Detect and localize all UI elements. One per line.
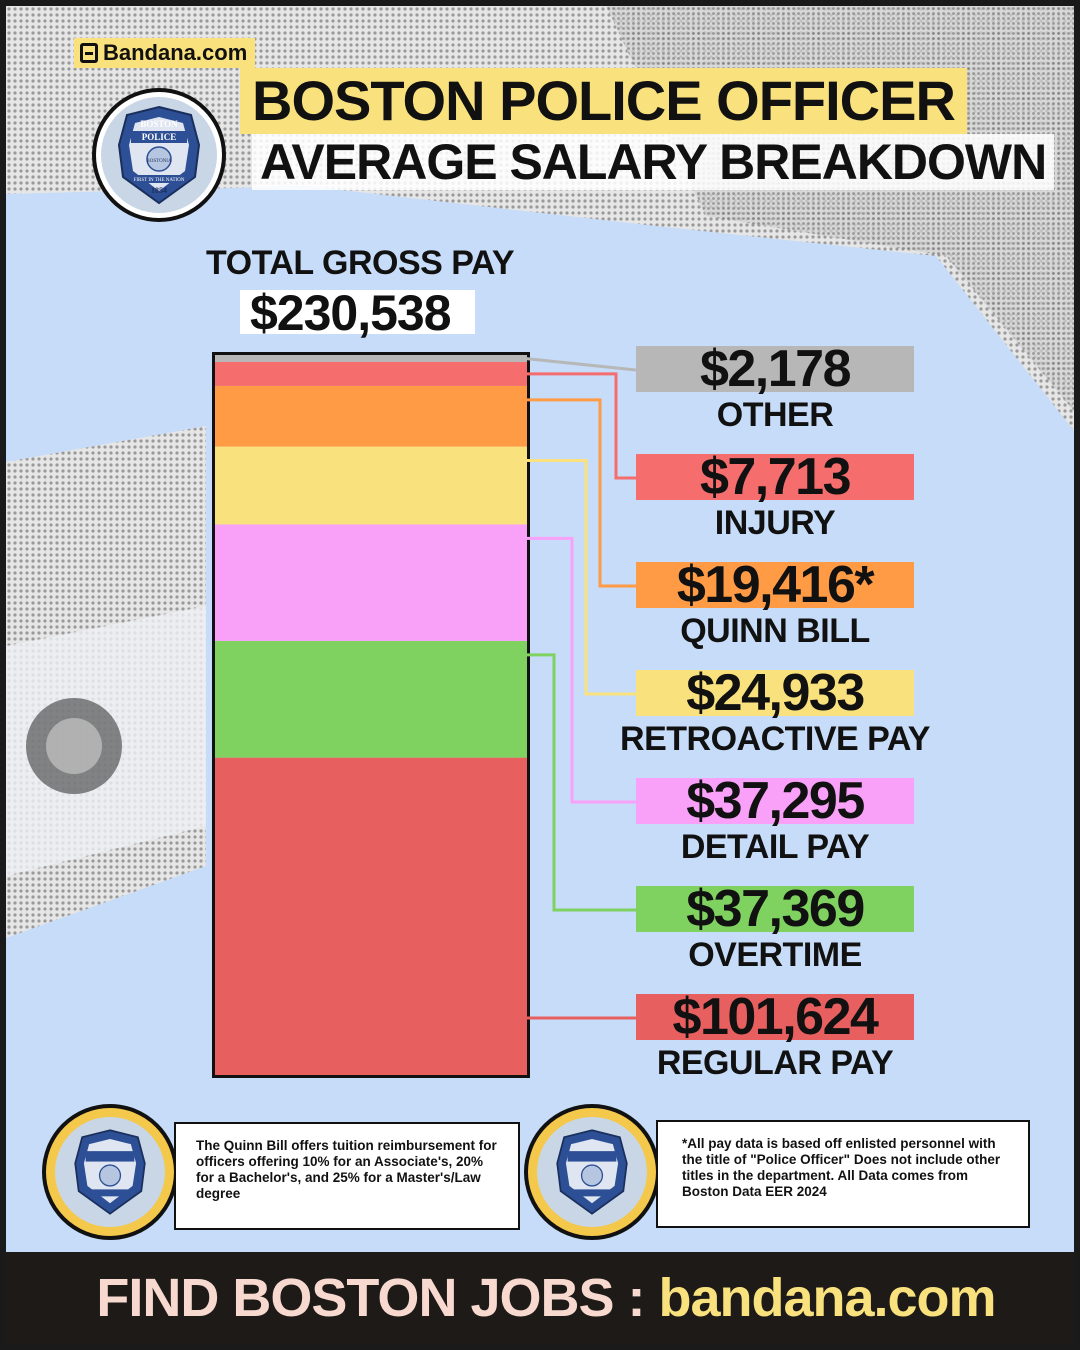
page-title: BOSTON POLICE OFFICER	[240, 68, 967, 134]
svg-text:1854: 1854	[151, 186, 167, 195]
svg-text:BOSTON: BOSTON	[140, 119, 178, 129]
note-badge-right	[524, 1104, 660, 1240]
bar-segment-injury	[215, 361, 527, 386]
segment-label: REGULAR PAY	[656, 1044, 894, 1082]
svg-text:BOSTONIA: BOSTONIA	[146, 159, 172, 164]
segment-label: QUINN BILL	[680, 612, 870, 650]
data-source-note: *All pay data is based off enlisted pers…	[656, 1120, 1030, 1228]
bar-segment-detail-pay	[215, 524, 527, 641]
connector-injury	[524, 372, 636, 480]
segment-label: INJURY	[714, 504, 836, 542]
segment-value: $37,295	[636, 775, 914, 827]
connector-retroactive-pay	[524, 459, 636, 696]
quinn-bill-note-text: The Quinn Bill offers tuition reimbursem…	[196, 1138, 497, 1201]
stacked-bar-chart	[212, 352, 637, 1078]
segment-value: $24,933	[636, 667, 914, 719]
segment-value: $7,713	[636, 451, 914, 503]
footer-banner[interactable]: FIND BOSTON JOBS : bandana.com	[6, 1252, 1074, 1344]
boston-police-badge-icon: BOSTON POLICE BOSTONIA FIRST IN THE NATI…	[101, 97, 217, 213]
header-badge: BOSTON POLICE BOSTONIA FIRST IN THE NATI…	[92, 88, 226, 222]
segment-value: $101,624	[636, 991, 914, 1043]
page-subtitle: AVERAGE SALARY BREAKDOWN	[252, 134, 1055, 190]
segment-label: DETAIL PAY	[680, 828, 870, 866]
brand-name: Bandana.com	[103, 40, 248, 65]
boston-police-badge-icon	[537, 1117, 647, 1227]
segment-value: $19,416*	[636, 559, 914, 611]
svg-text:POLICE: POLICE	[142, 132, 177, 142]
note-badge-left	[42, 1104, 178, 1240]
footer-cta: FIND BOSTON JOBS :	[96, 1268, 645, 1328]
bandana-logo-icon	[80, 43, 98, 63]
data-source-note-text: *All pay data is based off enlisted pers…	[682, 1136, 1001, 1199]
segment-label: OTHER	[716, 396, 834, 434]
segment-value: $37,369	[636, 883, 914, 935]
footer-link[interactable]: bandana.com	[658, 1268, 996, 1328]
connector-other	[523, 356, 637, 372]
segment-label: OVERTIME	[688, 936, 862, 974]
bar-segment-retroactive-pay	[215, 446, 527, 525]
segment-value: $2,178	[636, 343, 914, 395]
bar-segment-regular-pay	[215, 757, 527, 1075]
total-gross-pay-label: TOTAL GROSS PAY	[206, 244, 515, 282]
boston-police-badge-icon	[55, 1117, 165, 1227]
svg-text:FIRST IN THE NATION: FIRST IN THE NATION	[134, 178, 185, 183]
connector-detail-pay	[524, 536, 636, 804]
bar-segment-overtime	[215, 640, 527, 758]
bar-segment-other	[215, 355, 527, 362]
total-gross-pay-value: $230,538	[240, 288, 475, 338]
connector-quinn-bill	[524, 398, 636, 588]
bar-outline	[212, 352, 530, 1078]
connector-overtime	[524, 653, 636, 912]
quinn-bill-note: The Quinn Bill offers tuition reimbursem…	[174, 1122, 520, 1230]
segment-label: RETROACTIVE PAY	[620, 720, 930, 758]
bar-segment-quinn-bill	[215, 385, 527, 447]
brand-logo[interactable]: Bandana.com	[74, 38, 256, 68]
